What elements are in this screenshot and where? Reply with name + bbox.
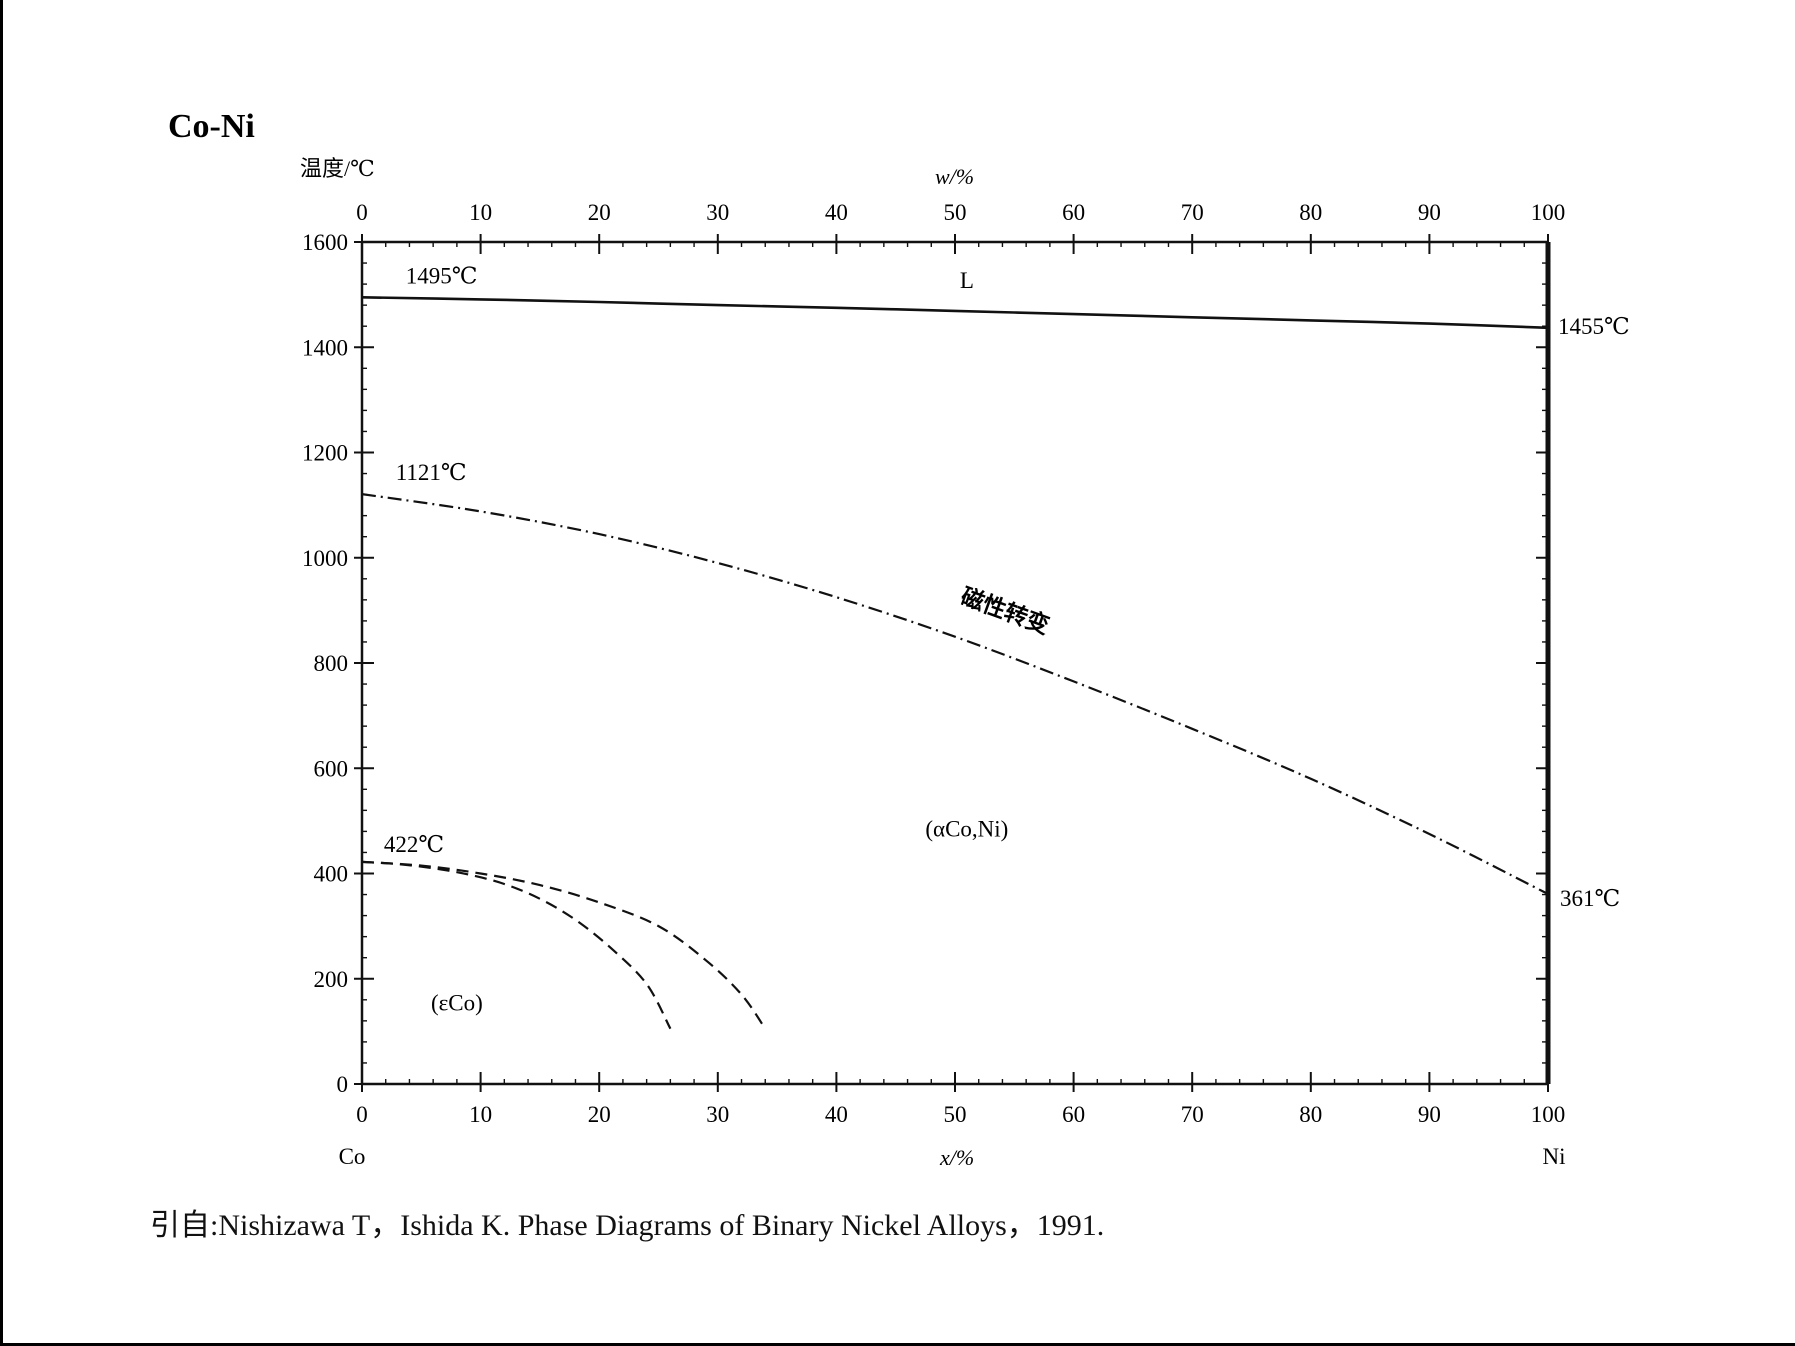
x-endpoint-label-ni: Ni [1543,1144,1566,1169]
top-tick-label: 10 [469,200,492,225]
scan-edge-bottom [0,1343,1795,1346]
annotation-label: L [960,268,974,293]
x-tick-label: 0 [356,1102,368,1127]
x-tick-label: 20 [588,1102,611,1127]
x-tick-label: 90 [1418,1102,1441,1127]
top-tick-label: 0 [356,200,368,225]
x-tick-label: 70 [1181,1102,1204,1127]
x-axis-title: x/% [939,1145,974,1170]
series-line-2 [361,493,1549,895]
series-line-4 [361,860,767,1030]
annotation-label: (αCo,Ni) [925,817,1008,842]
annotation-label: 磁性转变 [957,583,1053,640]
series-line-3 [361,860,672,1030]
x-tick-label: 40 [825,1102,848,1127]
annotation-label: 361℃ [1560,886,1620,911]
x-tick-label: 100 [1531,1102,1566,1127]
y-tick-label: 800 [314,651,349,676]
top-tick-label: 30 [706,200,729,225]
annotation-label: (εCo) [431,990,483,1015]
series-line-1 [361,296,1549,330]
top-tick-label: 60 [1062,200,1085,225]
y-tick-label: 1400 [302,335,348,360]
chart-title: Co-Ni [168,108,255,145]
annotation-label: 422℃ [384,832,444,857]
top-tick-label: 70 [1181,200,1204,225]
top-tick-label: 80 [1299,200,1322,225]
top-tick-label: 50 [944,200,967,225]
x-tick-label: 60 [1062,1102,1085,1127]
top-tick-label: 100 [1531,200,1566,225]
y-tick-label: 1600 [302,230,348,255]
x-tick-label: 30 [706,1102,729,1127]
y-tick-label: 600 [314,756,349,781]
top-axis-title: w/% [935,164,974,189]
top-tick-label: 20 [588,200,611,225]
x-tick-label: 10 [469,1102,492,1127]
top-tick-label: 90 [1418,200,1441,225]
series-layer [361,296,1549,1030]
y-axis-title: 温度/℃ [300,156,375,181]
y-tick-label: 0 [337,1072,349,1097]
y-tick-label: 1000 [302,546,348,571]
y-tick-label: 1200 [302,441,348,466]
annotation-label: 1121℃ [396,460,467,485]
x-tick-label: 80 [1299,1102,1322,1127]
scan-edge-left [0,0,3,1346]
y-tick-label: 200 [314,967,349,992]
axes: 0 10 20 30 40 50 60 70 80 90 1000 10 20 30 40 50 60 70 80 9… [302,200,1565,1127]
annotation-label: 1455℃ [1558,314,1630,339]
x-tick-label: 50 [944,1102,967,1127]
annotation-label: 1495℃ [406,263,478,288]
source-caption: 引自:Nishizawa T，Ishida K. Phase Diagrams … [150,1209,1105,1242]
y-tick-label: 400 [314,862,349,887]
top-tick-label: 40 [825,200,848,225]
x-endpoint-label-co: Co [339,1144,366,1169]
annotations-layer: 1495℃ 1455℃ 1121℃ 361℃ 422℃ L 磁性转变 (αCo,Ni) (εCo… [384,263,1630,1015]
